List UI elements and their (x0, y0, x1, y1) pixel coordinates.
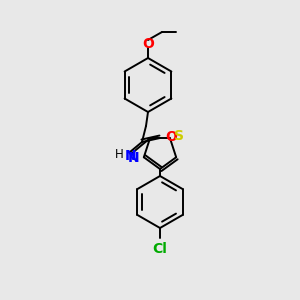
Text: N: N (125, 149, 137, 163)
Text: N: N (128, 151, 140, 165)
Text: O: O (142, 37, 154, 51)
Text: H: H (115, 148, 124, 161)
Text: Cl: Cl (153, 242, 167, 256)
Text: S: S (174, 129, 184, 143)
Text: O: O (165, 130, 177, 144)
